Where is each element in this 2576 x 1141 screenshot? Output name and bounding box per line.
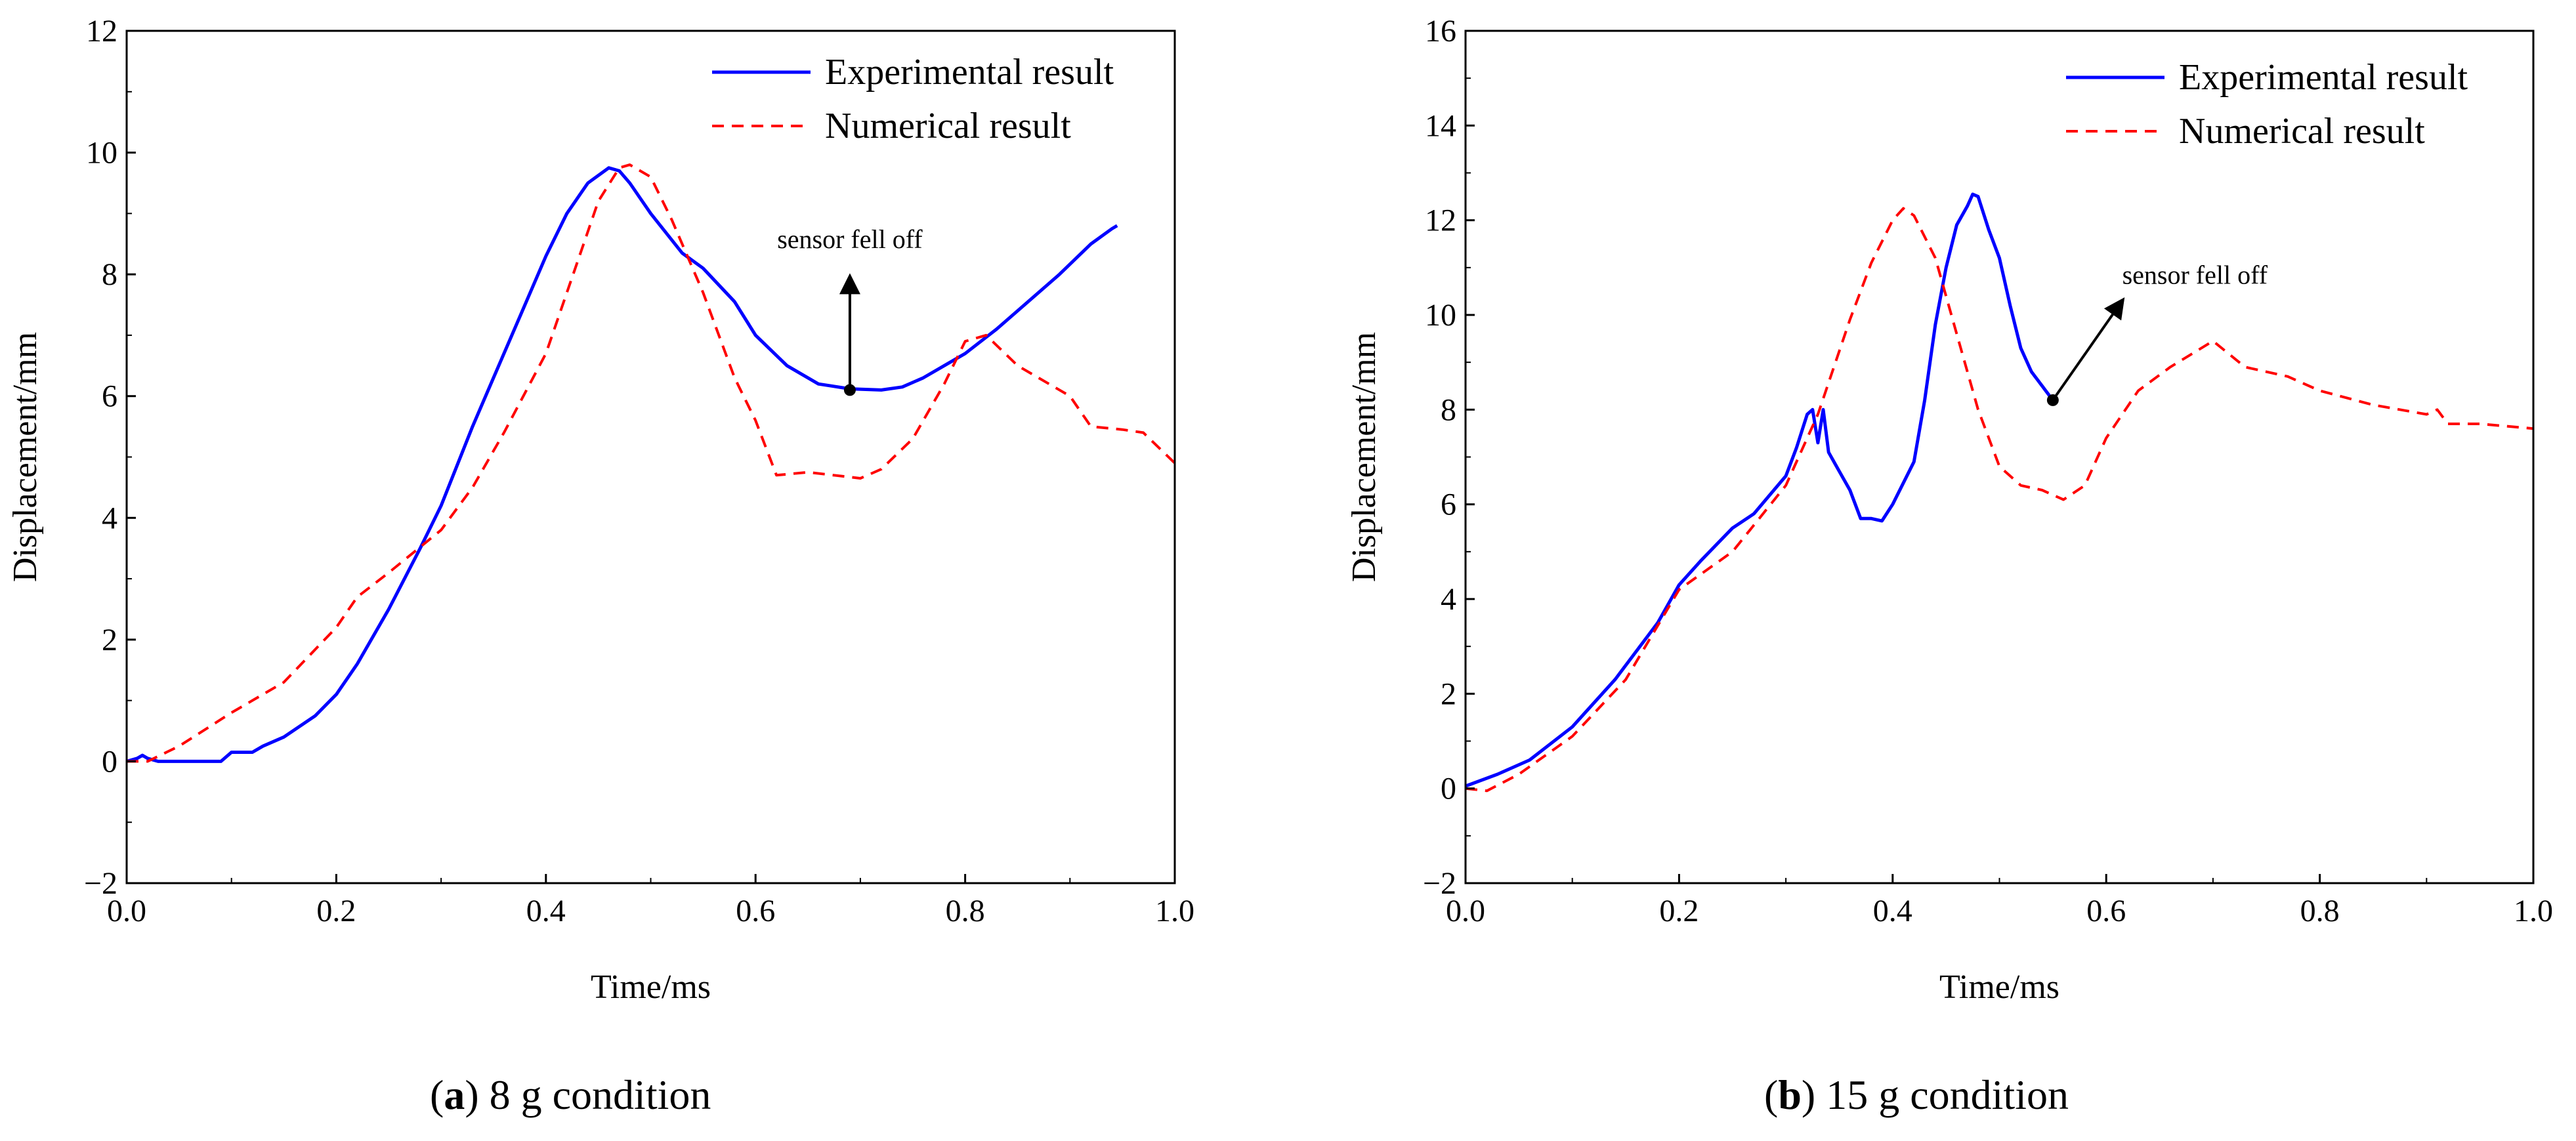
panel-a-y-tick-label: 12 — [86, 14, 117, 49]
panel-b-series-experimental-line — [1465, 192, 2054, 788]
panel-a-series-numerical-line — [127, 163, 1176, 763]
panel-a-y-tick-label: 8 — [102, 257, 117, 292]
panel-b-y-tick-label: 14 — [1425, 108, 1456, 143]
panel-a-caption: (a) 8 g condition — [430, 1071, 711, 1118]
panel-b-legend-numerical-label: Numerical result — [2179, 111, 2425, 152]
panel-a-y-tick-label: 10 — [86, 136, 117, 171]
panel-b-x-axis-title: Time/ms — [1939, 968, 2059, 1006]
panel-b-x-tick-label: 0.0 — [1446, 894, 1485, 928]
panel-a-y-tick-label: 0 — [102, 744, 117, 779]
panel-a-caption-letter: a — [444, 1071, 465, 1118]
panel-b-y-tick-label: −2 — [1423, 866, 1456, 901]
panel-b-y-axis-title: Displacement/mm — [1345, 332, 1383, 582]
panel-a-x-tick-label: 0.6 — [736, 894, 775, 928]
panel-b-y-tick-label: 16 — [1425, 14, 1456, 49]
panel-a-y-axis-title: Displacement/mm — [7, 332, 44, 582]
panel-b-x-tick-label: 0.4 — [1873, 894, 1912, 928]
panel-a-annotation-point — [843, 384, 856, 396]
panel-b-annotation-point — [2046, 394, 2059, 406]
panel-a-caption-text: 8 g condition — [479, 1071, 711, 1118]
panel-a-legend-numerical-label: Numerical result — [825, 106, 1071, 146]
panel-a-x-tick-label: 0.8 — [946, 894, 985, 928]
panel-b-x-tick-label: 0.6 — [2086, 894, 2126, 928]
panel-a-legend-experimental-label: Experimental result — [825, 52, 1114, 93]
panel-b-x-tick-label: 1.0 — [2514, 894, 2553, 928]
panel-b-legend-experimental-label: Experimental result — [2179, 57, 2468, 98]
panel-a-x-tick-label: 0.0 — [107, 894, 146, 928]
panel-b-y-tick-label: 2 — [1441, 676, 1456, 711]
panel-b-series-numerical-line — [1465, 207, 2534, 793]
panel-b-y-tick-label: 10 — [1425, 298, 1456, 333]
panel-b-y-tick-label: 6 — [1441, 488, 1456, 522]
panel-a-annotation-label: sensor fell off — [777, 224, 923, 254]
panel-b-x-tick-label: 0.2 — [1659, 894, 1699, 928]
panel-a-x-axis-title: Time/ms — [591, 968, 711, 1006]
panel-b-y-tick-label: 8 — [1441, 392, 1456, 427]
panel-b-chart: 0.0 0.2 0.4 0.6 0.8 1.0 −2 0 2 4 6 8 10 12 14 16 Time/ms… — [1345, 14, 2553, 1006]
panel-b-plot-frame — [1464, 30, 2535, 884]
panel-b-y-tick-label: 0 — [1441, 772, 1456, 806]
panel-a-plot-frame — [125, 30, 1176, 884]
panel-a-series-experimental-line — [126, 166, 1118, 763]
panel-a-x-tick-label: 1.0 — [1155, 894, 1194, 928]
panel-b-y-tick-label: 12 — [1425, 203, 1456, 238]
panel-a-y-tick-label: 6 — [102, 379, 117, 414]
panel-b-x-tick-label: 0.8 — [2300, 894, 2340, 928]
panel-b-y-tick-label: 4 — [1441, 582, 1456, 617]
panel-b-annotation-arrow — [2052, 297, 2125, 402]
panel-b-caption: (b) 15 g condition — [1764, 1071, 2069, 1118]
panel-b-annotation-label: sensor fell off — [2122, 260, 2268, 289]
panel-a-y-tick-label: −2 — [84, 866, 117, 901]
panel-b-caption-text: 15 g condition — [1815, 1071, 2069, 1118]
panel-a-chart: 0.0 0.2 0.4 0.6 0.8 1.0 −2 0 2 4 6 8 10 12 Time/ms Disp… — [7, 14, 1194, 1006]
panel-a-x-tick-label: 0.4 — [526, 894, 566, 928]
panel-a-x-tick-label: 0.2 — [316, 894, 356, 928]
panel-a-y-tick-label: 2 — [102, 623, 117, 657]
panel-b-caption-letter: b — [1778, 1071, 1802, 1118]
panel-a-y-tick-label: 4 — [102, 501, 117, 535]
